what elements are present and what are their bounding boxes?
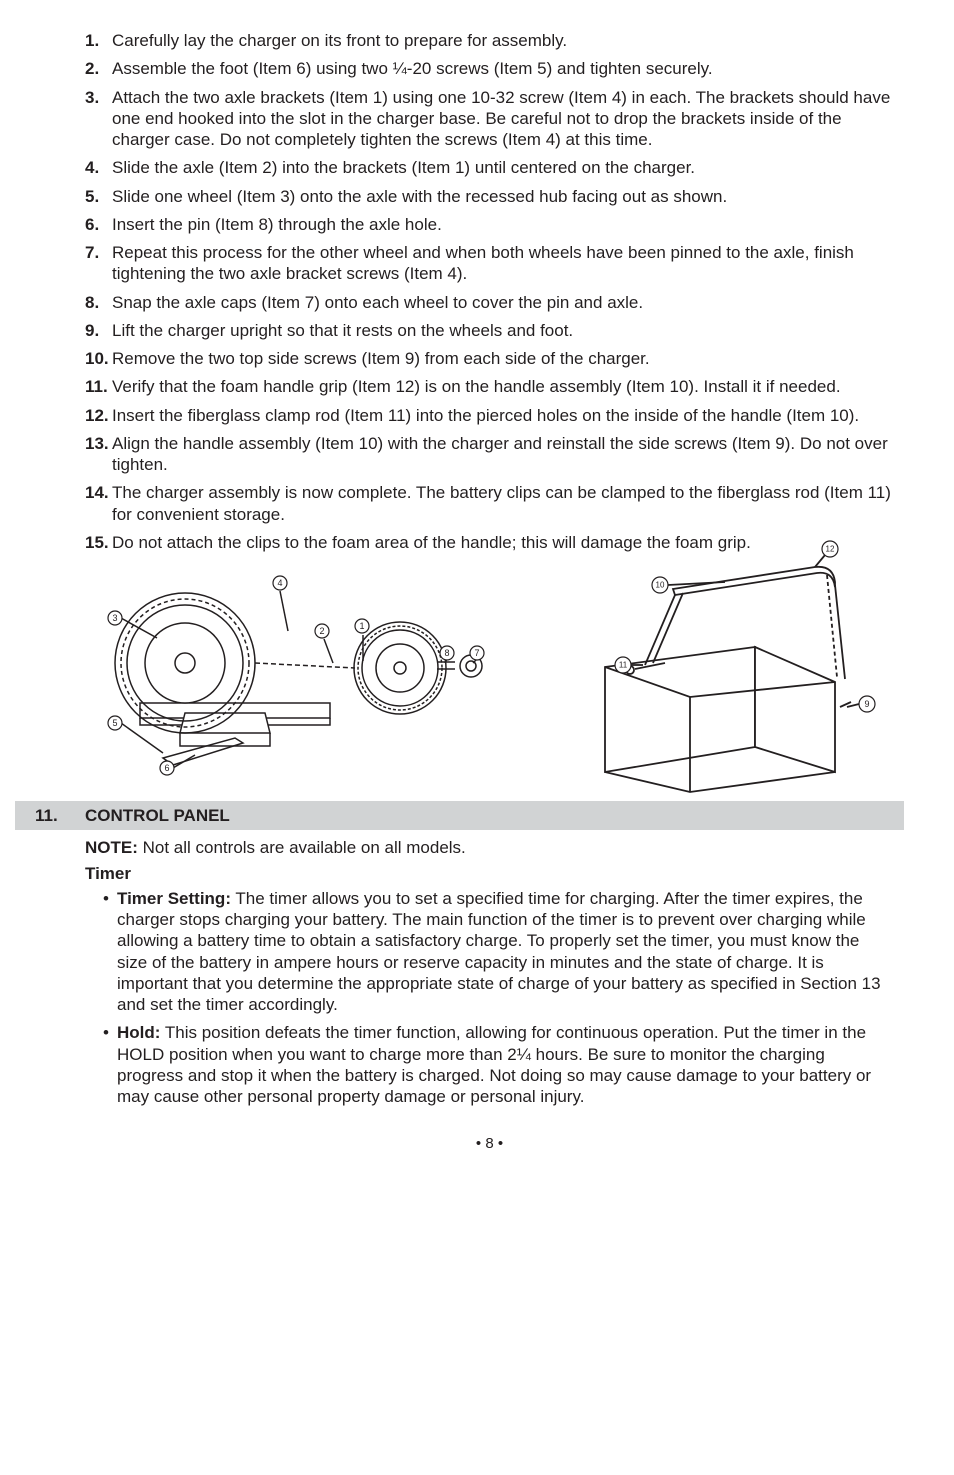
note-label: NOTE: bbox=[85, 838, 138, 857]
bullet-icon: • bbox=[103, 888, 117, 1016]
step-text: The charger assembly is now complete. Th… bbox=[112, 482, 894, 525]
step-text: Insert the fiberglass clamp rod (Item 11… bbox=[112, 405, 894, 426]
list-item: 6.Insert the pin (Item 8) through the ax… bbox=[85, 214, 894, 235]
list-item: • Timer Setting: The timer allows you to… bbox=[103, 888, 894, 1016]
page-footer: • 8 • bbox=[85, 1135, 894, 1154]
step-text: Lift the charger upright so that it rest… bbox=[112, 320, 894, 341]
list-item: 11.Verify that the foam handle grip (Ite… bbox=[85, 376, 894, 397]
diagram-row: 4 2 1 8 7 3 5 6 bbox=[85, 563, 894, 797]
svg-text:8: 8 bbox=[444, 648, 449, 658]
wheel-assembly-diagram: 4 2 1 8 7 3 5 6 bbox=[85, 563, 505, 793]
svg-text:10: 10 bbox=[656, 581, 665, 590]
section-number: 11. bbox=[25, 805, 85, 826]
step-number: 10. bbox=[85, 348, 112, 369]
step-text: Snap the axle caps (Item 7) onto each wh… bbox=[112, 292, 894, 313]
note-line: NOTE: Not all controls are available on … bbox=[85, 837, 894, 858]
step-text: Slide the axle (Item 2) into the bracket… bbox=[112, 157, 894, 178]
note-text: Not all controls are available on all mo… bbox=[138, 838, 466, 857]
step-number: 13. bbox=[85, 433, 112, 454]
step-text: Align the handle assembly (Item 10) with… bbox=[112, 433, 894, 476]
bullet-key: Timer Setting: bbox=[117, 889, 231, 908]
step-text: Remove the two top side screws (Item 9) … bbox=[112, 348, 894, 369]
svg-text:5: 5 bbox=[112, 718, 117, 728]
list-item: 9.Lift the charger upright so that it re… bbox=[85, 320, 894, 341]
step-number: 14. bbox=[85, 482, 112, 503]
svg-text:1: 1 bbox=[359, 621, 364, 631]
step-number: 5. bbox=[85, 186, 112, 207]
step-text: Insert the pin (Item 8) through the axle… bbox=[112, 214, 894, 235]
step-text: Carefully lay the charger on its front t… bbox=[112, 30, 894, 51]
svg-text:3: 3 bbox=[112, 613, 117, 623]
step-number: 3. bbox=[85, 87, 112, 108]
svg-text:7: 7 bbox=[474, 648, 479, 658]
step-number: 11. bbox=[85, 376, 112, 397]
bullet-value: This position defeats the timer function… bbox=[117, 1023, 871, 1106]
list-item: 3.Attach the two axle brackets (Item 1) … bbox=[85, 87, 894, 151]
step-number: 8. bbox=[85, 292, 112, 313]
bullet-body: Hold: This position defeats the timer fu… bbox=[117, 1022, 894, 1107]
bullet-body: Timer Setting: The timer allows you to s… bbox=[117, 888, 894, 1016]
svg-text:6: 6 bbox=[164, 763, 169, 773]
svg-text:4: 4 bbox=[277, 578, 282, 588]
bullet-icon: • bbox=[103, 1022, 117, 1107]
list-item: 14.The charger assembly is now complete.… bbox=[85, 482, 894, 525]
list-item: 1.Carefully lay the charger on its front… bbox=[85, 30, 894, 51]
step-text: Slide one wheel (Item 3) onto the axle w… bbox=[112, 186, 894, 207]
list-item: 7.Repeat this process for the other whee… bbox=[85, 242, 894, 285]
list-item: 8.Snap the axle caps (Item 7) onto each … bbox=[85, 292, 894, 313]
bullet-value: The timer allows you to set a specified … bbox=[117, 889, 881, 1014]
list-item: • Hold: This position defeats the timer … bbox=[103, 1022, 894, 1107]
step-number: 6. bbox=[85, 214, 112, 235]
step-text: Assemble the foot (Item 6) using two ¼-2… bbox=[112, 58, 894, 79]
list-item: 13.Align the handle assembly (Item 10) w… bbox=[85, 433, 894, 476]
step-number: 9. bbox=[85, 320, 112, 341]
list-item: 5.Slide one wheel (Item 3) onto the axle… bbox=[85, 186, 894, 207]
svg-text:12: 12 bbox=[826, 545, 835, 554]
list-item: 10.Remove the two top side screws (Item … bbox=[85, 348, 894, 369]
list-item: 12.Insert the fiberglass clamp rod (Item… bbox=[85, 405, 894, 426]
step-text: Attach the two axle brackets (Item 1) us… bbox=[112, 87, 894, 151]
svg-text:9: 9 bbox=[864, 699, 869, 709]
list-item: 2.Assemble the foot (Item 6) using two ¼… bbox=[85, 58, 894, 79]
charger-handle-diagram: 12 10 11 9 bbox=[515, 537, 895, 797]
assembly-steps-list: 1.Carefully lay the charger on its front… bbox=[85, 30, 894, 553]
section-title: CONTROL PANEL bbox=[85, 805, 230, 826]
step-number: 1. bbox=[85, 30, 112, 51]
bullet-key: Hold: bbox=[117, 1023, 160, 1042]
step-number: 12. bbox=[85, 405, 112, 426]
step-number: 15. bbox=[85, 532, 112, 553]
step-number: 4. bbox=[85, 157, 112, 178]
svg-text:2: 2 bbox=[319, 626, 324, 636]
section-header: 11. CONTROL PANEL bbox=[15, 801, 904, 830]
step-text: Repeat this process for the other wheel … bbox=[112, 242, 894, 285]
timer-bullets: • Timer Setting: The timer allows you to… bbox=[85, 888, 894, 1108]
svg-text:11: 11 bbox=[619, 661, 628, 670]
list-item: 4.Slide the axle (Item 2) into the brack… bbox=[85, 157, 894, 178]
step-number: 7. bbox=[85, 242, 112, 263]
timer-heading: Timer bbox=[85, 863, 894, 884]
step-number: 2. bbox=[85, 58, 112, 79]
step-text: Verify that the foam handle grip (Item 1… bbox=[112, 376, 894, 397]
